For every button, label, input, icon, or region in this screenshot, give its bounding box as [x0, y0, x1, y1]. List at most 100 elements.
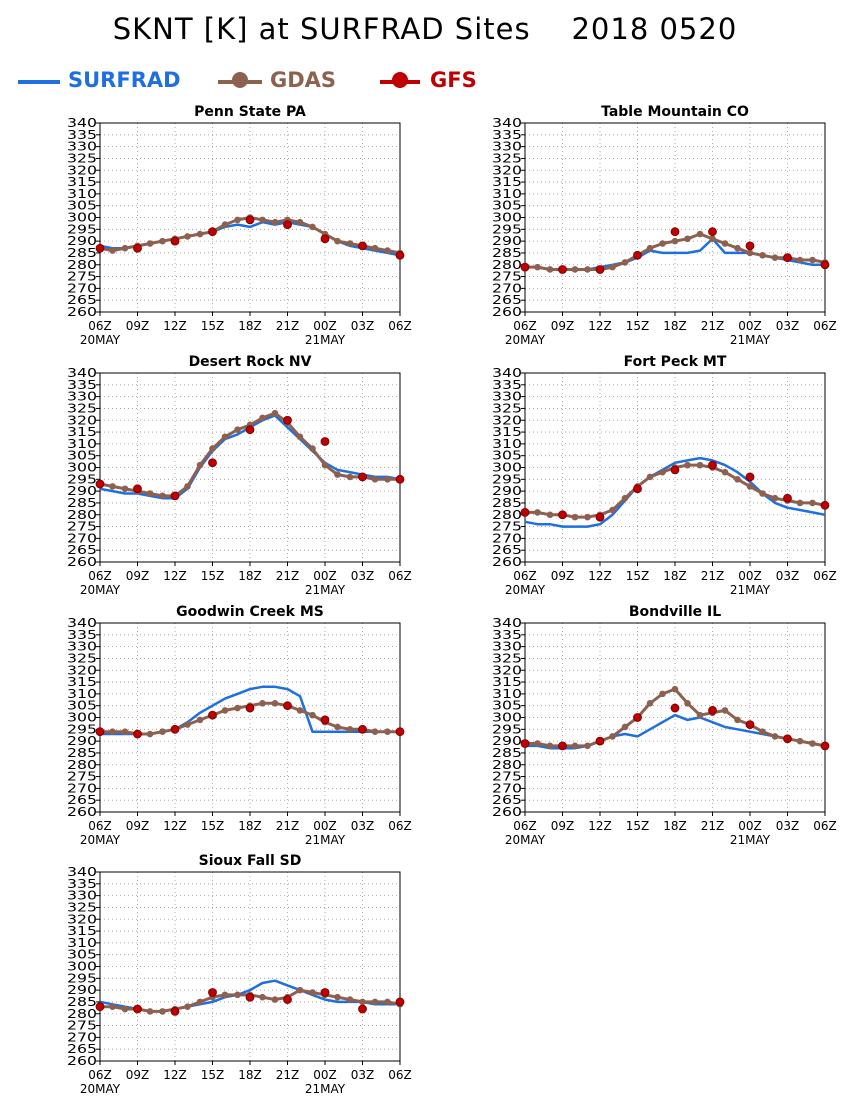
- x-date-label: 20MAY: [505, 333, 546, 347]
- data-point-gdas: [196, 716, 204, 724]
- chart-panel-3: Fort Peck MT2602652702752802852902953003…: [492, 354, 837, 597]
- y-tick-label: 330: [67, 140, 97, 154]
- data-point-gfs: [320, 234, 330, 244]
- y-tick-label: 330: [67, 640, 97, 654]
- y-tick-label: 340: [67, 116, 97, 130]
- x-tick-label: 21Z: [276, 1068, 300, 1082]
- y-tick-label: 260: [492, 305, 522, 319]
- data-point-gdas: [646, 473, 654, 481]
- data-point-gdas: [146, 240, 154, 247]
- y-tick-label: 295: [67, 722, 97, 736]
- legend-swatch-surfrad: [18, 80, 60, 84]
- data-point-gdas: [646, 244, 654, 252]
- x-tick-label: 03Z: [351, 1068, 375, 1082]
- y-tick-label: 320: [492, 413, 522, 427]
- x-tick-label: 09Z: [126, 569, 150, 583]
- x-tick-label: 03Z: [776, 569, 800, 583]
- data-point-gdas: [159, 1008, 166, 1015]
- data-point-gdas: [121, 485, 129, 493]
- data-point-gdas: [659, 690, 666, 698]
- data-point-gdas: [346, 996, 354, 1003]
- data-point-gfs: [133, 1004, 142, 1014]
- y-tick-label: 320: [67, 912, 97, 926]
- data-point-gfs: [170, 491, 180, 501]
- y-tick-label: 290: [67, 484, 97, 498]
- y-tick-label: 300: [492, 461, 522, 475]
- data-point-gdas: [371, 244, 379, 252]
- y-tick-label: 270: [67, 781, 97, 795]
- data-point-gdas: [234, 426, 241, 434]
- data-point-gdas: [196, 998, 204, 1006]
- x-tick-label: 06Z: [513, 569, 537, 583]
- y-tick-label: 300: [67, 960, 97, 974]
- data-point-gdas: [334, 723, 341, 731]
- y-tick-label: 290: [492, 734, 522, 748]
- data-point-gdas: [271, 218, 279, 226]
- y-tick-label: 300: [492, 211, 522, 225]
- y-tick-label: 330: [492, 640, 522, 654]
- x-tick-label: 09Z: [551, 569, 575, 583]
- data-point-gfs: [170, 724, 180, 734]
- data-point-gdas: [146, 1008, 154, 1015]
- x-tick-label: 15Z: [201, 1068, 225, 1082]
- data-point-gdas: [271, 996, 279, 1003]
- data-point-gdas: [296, 986, 304, 994]
- chart-panel-2: Desert Rock NV26026527027528028529029530…: [67, 354, 412, 597]
- data-point-gdas: [221, 433, 229, 441]
- data-point-gfs: [670, 227, 680, 237]
- y-tick-label: 275: [492, 520, 522, 534]
- data-point-gfs: [320, 437, 330, 446]
- data-point-gdas: [146, 730, 154, 738]
- y-tick-label: 335: [67, 128, 97, 142]
- data-point-gfs: [595, 265, 605, 274]
- data-point-gdas: [334, 993, 341, 1001]
- data-point-gfs: [820, 260, 830, 270]
- data-point-gdas: [184, 483, 191, 490]
- legend: SURFRAD GDAS GFS: [18, 66, 618, 96]
- y-tick-label: 300: [67, 211, 97, 225]
- data-point-gdas: [546, 266, 554, 273]
- data-point-gdas: [296, 707, 304, 714]
- y-tick-label: 285: [67, 246, 97, 260]
- data-point-gdas: [721, 468, 729, 476]
- data-point-gdas: [734, 244, 741, 252]
- x-tick-label: 03Z: [351, 319, 375, 333]
- data-point-gdas: [771, 254, 779, 261]
- y-tick-label: 325: [67, 651, 97, 665]
- data-point-gfs: [245, 703, 255, 713]
- data-point-gdas: [371, 998, 379, 1006]
- y-tick-label: 295: [492, 472, 522, 486]
- data-point-gdas: [584, 742, 591, 750]
- x-tick-label: 12Z: [163, 819, 187, 833]
- data-point-gdas: [309, 223, 316, 231]
- x-tick-label: 18Z: [238, 569, 262, 583]
- data-point-gfs: [95, 243, 105, 253]
- y-tick-label: 280: [67, 508, 97, 522]
- y-tick-label: 285: [67, 746, 97, 760]
- data-point-gdas: [296, 218, 304, 226]
- x-date-label: 21MAY: [305, 1082, 346, 1096]
- x-tick-label: 18Z: [238, 319, 262, 333]
- data-point-gdas: [746, 483, 754, 490]
- data-point-gfs: [95, 479, 105, 489]
- data-point-gdas: [734, 476, 741, 483]
- y-tick-label: 315: [492, 175, 522, 189]
- data-point-gdas: [159, 492, 166, 500]
- legend-label-gfs: GFS: [430, 68, 477, 92]
- y-tick-label: 300: [492, 711, 522, 725]
- x-tick-label: 12Z: [163, 1068, 187, 1082]
- data-point-gdas: [759, 252, 766, 259]
- data-point-gdas: [121, 728, 129, 735]
- x-tick-label: 06Z: [513, 319, 537, 333]
- y-tick-label: 270: [67, 1030, 97, 1044]
- data-point-gfs: [208, 988, 217, 997]
- y-tick-label: 315: [67, 924, 97, 938]
- y-tick-label: 335: [67, 877, 97, 891]
- y-tick-label: 310: [67, 936, 97, 950]
- data-point-gfs: [820, 741, 830, 751]
- data-point-gdas: [621, 494, 629, 502]
- data-point-gfs: [208, 458, 217, 468]
- x-tick-label: 00Z: [313, 819, 337, 833]
- x-date-label: 20MAY: [505, 583, 546, 597]
- data-point-gfs: [395, 250, 405, 260]
